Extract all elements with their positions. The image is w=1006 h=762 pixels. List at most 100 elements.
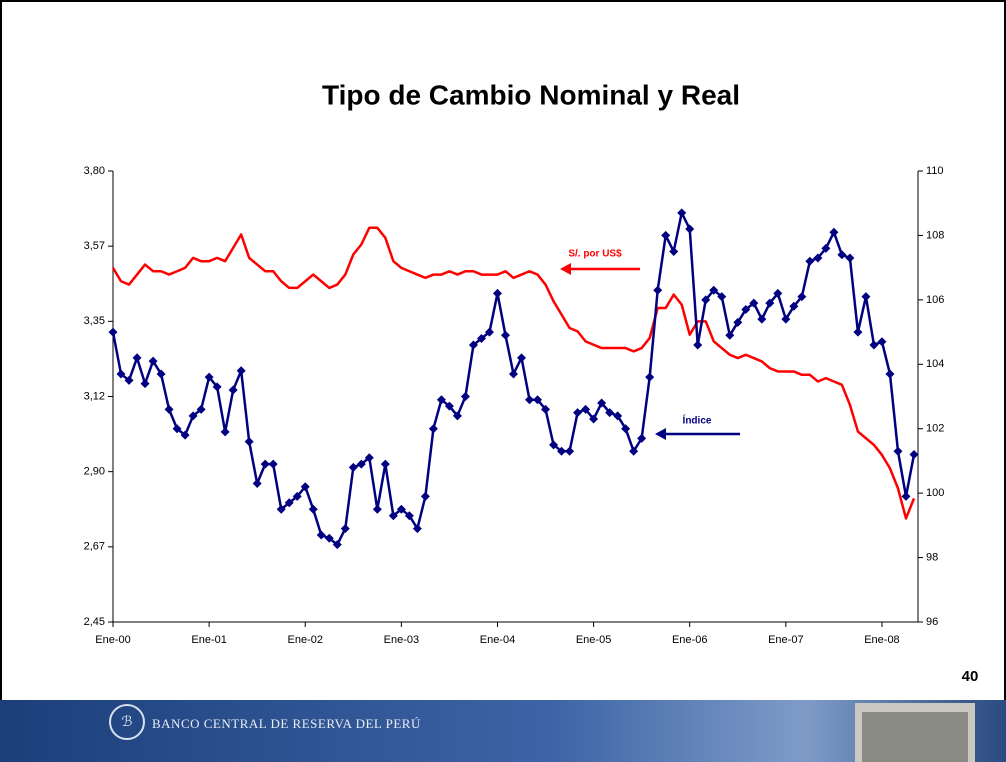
point-marker (188, 411, 198, 421)
x-tick-label: Ene-01 (191, 634, 226, 646)
point-marker (116, 369, 126, 379)
point-marker (765, 298, 775, 308)
y2-tick-label: 110 (926, 165, 944, 177)
point-marker (476, 334, 486, 344)
point-marker (396, 504, 406, 514)
point-marker (613, 411, 623, 421)
point-marker (444, 401, 454, 411)
y2-tick-label: 104 (926, 358, 944, 370)
point-marker (228, 385, 238, 395)
point-marker (597, 398, 607, 408)
y-tick-label: 3,57 (84, 240, 105, 252)
point-marker (637, 433, 647, 443)
building-image (862, 712, 968, 762)
point-marker (380, 459, 390, 469)
point-marker (661, 230, 671, 240)
footer-band (0, 700, 1006, 762)
point-marker (404, 511, 414, 521)
point-marker (861, 292, 871, 302)
point-marker (517, 353, 527, 363)
y-tick-label: 2,67 (84, 541, 105, 553)
y2-tick-label: 106 (926, 294, 944, 306)
x-tick-label: Ene-06 (672, 634, 707, 646)
point-marker (733, 317, 743, 327)
point-marker (276, 504, 286, 514)
point-marker (124, 375, 134, 385)
point-marker (140, 379, 150, 389)
point-marker (533, 395, 543, 405)
point-marker (236, 366, 246, 376)
point-marker (525, 395, 535, 405)
series-annotation: S/. por US$ (568, 249, 622, 260)
point-marker (725, 330, 735, 340)
point-marker (436, 395, 446, 405)
point-marker (244, 437, 254, 447)
point-marker (685, 224, 695, 234)
x-tick-label: Ene-05 (576, 634, 611, 646)
point-marker (300, 482, 310, 492)
chart-title: Tipo de Cambio Nominal y Real (322, 79, 740, 110)
point-marker (204, 372, 214, 382)
x-tick-label: Ene-00 (95, 634, 130, 646)
point-marker (845, 253, 855, 263)
y2-tick-label: 100 (926, 487, 944, 499)
point-marker (132, 353, 142, 363)
point-marker (156, 369, 166, 379)
logo (109, 704, 145, 740)
point-marker (645, 372, 655, 382)
point-marker (901, 491, 911, 501)
point-marker (428, 424, 438, 434)
point-marker (893, 446, 903, 456)
point-marker (709, 285, 719, 295)
y-tick-label: 2,45 (84, 616, 105, 628)
point-marker (877, 337, 887, 347)
point-marker (500, 330, 510, 340)
point-marker (316, 530, 326, 540)
point-marker (741, 305, 751, 315)
point-marker (356, 459, 366, 469)
point-marker (412, 524, 422, 534)
y2-tick-label: 108 (926, 229, 944, 241)
point-marker (172, 424, 182, 434)
point-marker (212, 382, 222, 392)
point-marker (308, 504, 318, 514)
x-tick-label: Ene-08 (864, 634, 899, 646)
point-marker (541, 404, 551, 414)
point-marker (364, 453, 374, 463)
point-marker (348, 462, 358, 472)
point-marker (605, 408, 615, 418)
point-marker (797, 292, 807, 302)
point-marker (372, 504, 382, 514)
point-marker (757, 314, 767, 324)
y2-tick-label: 98 (926, 551, 938, 563)
x-tick-label: Ene-03 (384, 634, 419, 646)
point-marker (773, 288, 783, 298)
y2-tick-label: 102 (926, 423, 944, 435)
point-marker (701, 295, 711, 305)
point-marker (509, 369, 518, 379)
logo-mark: ℬ (121, 715, 132, 730)
point-marker (853, 327, 863, 337)
point-marker (260, 459, 270, 469)
point-marker (821, 243, 831, 253)
point-marker (452, 411, 462, 421)
point-marker (148, 356, 158, 366)
y-tick-label: 3,12 (84, 390, 105, 402)
x-tick-label: Ene-07 (768, 634, 803, 646)
point-marker (332, 540, 342, 550)
point-marker (460, 392, 470, 401)
point-marker (557, 446, 567, 456)
point-marker (829, 227, 839, 237)
y-tick-label: 3,80 (84, 165, 105, 177)
page-number: 40 (962, 668, 979, 685)
x-tick-label: Ene-04 (480, 634, 515, 646)
series-line (111, 226, 916, 520)
point-marker (653, 285, 663, 295)
point-marker (484, 327, 494, 337)
series-line (111, 211, 916, 546)
point-marker (492, 288, 502, 298)
point-marker (669, 247, 679, 257)
point-marker (284, 498, 294, 508)
